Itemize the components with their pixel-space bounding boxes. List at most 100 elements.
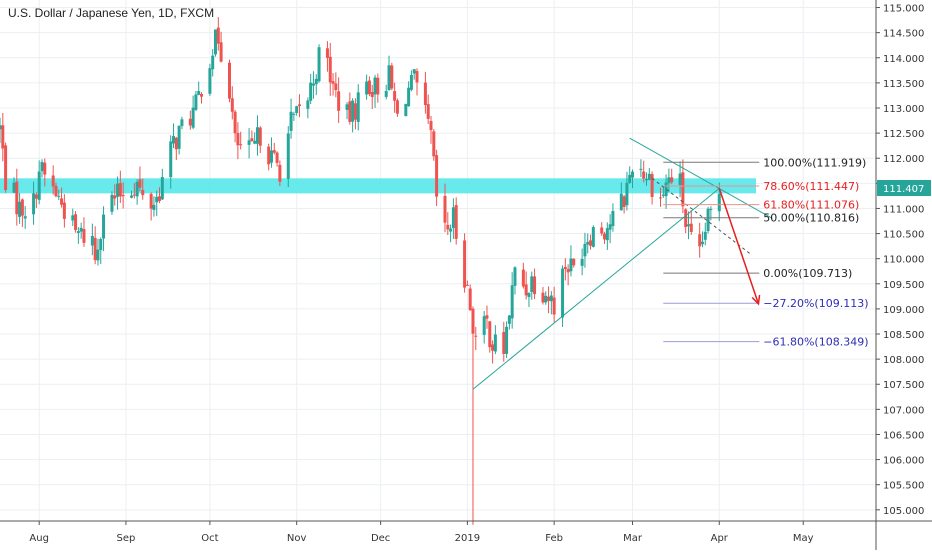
candle-body — [611, 211, 615, 227]
candle-body — [177, 125, 181, 149]
y-tick-label: 109.500 — [883, 280, 924, 291]
candle-body — [130, 195, 134, 198]
y-tick-label: 110.000 — [883, 255, 924, 266]
candle-body — [412, 69, 416, 74]
candle-body — [435, 155, 439, 197]
candle-body — [138, 179, 142, 188]
candle-body — [272, 150, 276, 153]
candle-body — [639, 168, 643, 170]
y-tick-label: 115.000 — [883, 4, 924, 15]
x-tick-label: Sep — [117, 533, 136, 544]
candle-body — [667, 177, 671, 184]
candle-body — [356, 92, 360, 122]
candle-body — [451, 207, 455, 228]
candle-body — [387, 65, 391, 91]
x-tick-label: 2019 — [455, 533, 480, 544]
candle-body — [661, 194, 665, 196]
candle-body — [589, 240, 593, 246]
candle-body — [169, 141, 173, 178]
candle-body — [527, 293, 531, 298]
x-tick-label: Aug — [29, 533, 49, 544]
candle-body — [376, 77, 380, 95]
candle-body — [367, 80, 371, 95]
candle-body — [18, 201, 22, 217]
candle-body — [96, 249, 100, 261]
candle-body — [485, 315, 489, 319]
candle-body — [34, 194, 38, 199]
candle-body — [141, 190, 145, 196]
candle-body — [678, 173, 682, 185]
x-tick-label: Dec — [371, 533, 390, 544]
y-tick-label: 105.000 — [883, 506, 924, 517]
candle-body — [390, 65, 394, 89]
candle-body — [191, 107, 195, 128]
candle-body — [345, 104, 349, 110]
y-tick-label: 114.000 — [883, 54, 924, 65]
candle-body — [650, 174, 654, 197]
candle-body — [549, 295, 553, 302]
candle-body — [566, 268, 570, 273]
candle-body — [15, 181, 19, 215]
candle-body — [583, 243, 587, 257]
y-tick-label: 111.000 — [883, 204, 924, 215]
candle-body — [521, 269, 525, 287]
candle-body — [698, 234, 702, 247]
candle-body — [647, 173, 651, 180]
candle-body — [118, 183, 122, 197]
candle-body — [513, 267, 517, 286]
candle-body — [51, 175, 55, 187]
candle-body — [524, 284, 528, 296]
candle-body — [622, 196, 626, 207]
drawings-group: 100.00%(111.919) 78.60%(111.447) 61.80%(11… — [472, 137, 869, 390]
candle-body — [60, 198, 64, 205]
candle-body — [155, 196, 159, 203]
x-tick-label: Feb — [545, 533, 563, 544]
trendline — [472, 187, 720, 390]
candle-body — [79, 227, 83, 232]
candle-body — [600, 227, 604, 234]
candle-body — [353, 103, 357, 120]
candle-body — [200, 94, 204, 97]
fib-level-label: 100.00%(111.919) — [763, 156, 866, 169]
candle-body — [351, 100, 355, 122]
candle-body — [116, 183, 120, 197]
candle-body — [619, 193, 623, 211]
candle-body — [384, 90, 388, 97]
candle-body — [334, 83, 338, 91]
candle-body — [236, 133, 240, 146]
candle-body — [211, 55, 215, 70]
candle-body — [474, 335, 478, 337]
candle-body — [491, 344, 495, 351]
candle-body — [93, 237, 97, 261]
x-tick-label: Mar — [623, 533, 643, 544]
candle-body — [703, 231, 707, 240]
x-tick-label: Oct — [201, 533, 218, 544]
candle-body — [393, 91, 397, 101]
candle-body — [250, 138, 254, 142]
candle-body — [507, 315, 511, 324]
dashed-trendline — [651, 177, 751, 255]
candle-body — [533, 276, 537, 295]
candle-body — [227, 62, 231, 99]
candle-body — [331, 81, 335, 84]
candle-body — [454, 205, 458, 239]
candle-body — [110, 194, 114, 212]
candle-body — [471, 308, 475, 334]
arrow-head — [751, 294, 761, 306]
candle-body — [409, 75, 413, 90]
candle-body — [208, 68, 212, 94]
candle-body — [407, 87, 411, 107]
candle-body — [32, 193, 36, 215]
candle-body — [158, 196, 162, 201]
candle-body — [278, 164, 282, 182]
candle-body — [132, 194, 136, 196]
candle-body — [443, 195, 447, 223]
candle-body — [670, 177, 674, 183]
candle-body — [463, 240, 467, 288]
y-tick-label: 106.500 — [883, 430, 924, 441]
candle-body — [0, 125, 2, 130]
candle-body — [188, 118, 192, 126]
candle-body — [214, 29, 218, 55]
